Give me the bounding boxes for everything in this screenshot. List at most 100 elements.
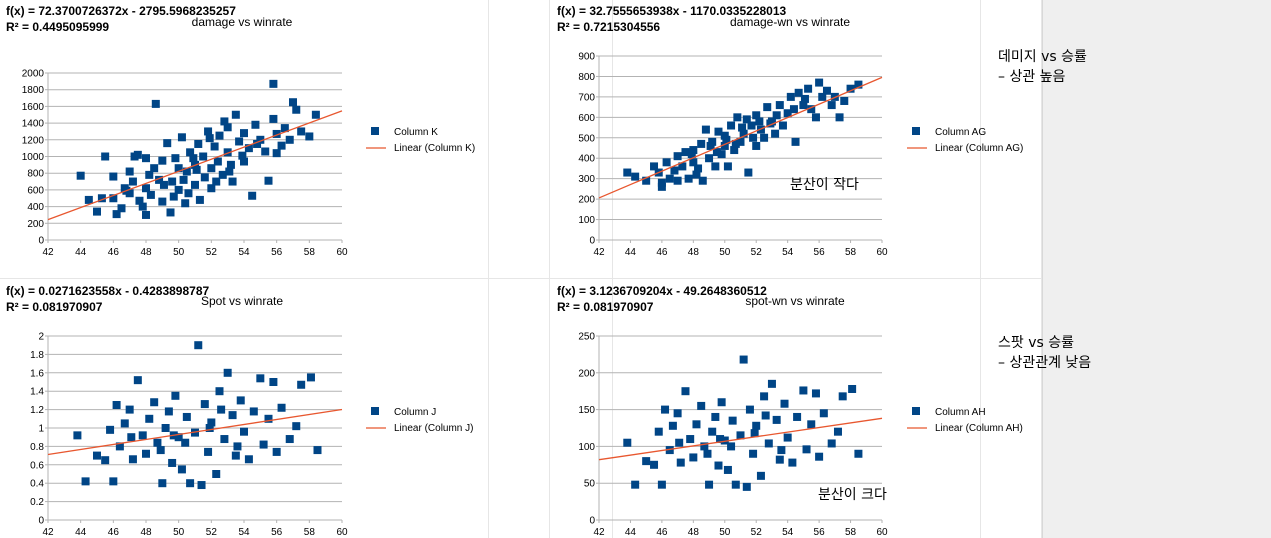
- legend-marker: [371, 407, 379, 415]
- x-tick-label: 50: [173, 247, 185, 258]
- data-point: [681, 148, 690, 157]
- data-point: [158, 479, 167, 488]
- data-point: [650, 460, 659, 469]
- data-point: [668, 421, 677, 430]
- data-point: [692, 170, 701, 179]
- data-point: [177, 465, 186, 474]
- data-point: [815, 78, 824, 87]
- data-point: [794, 88, 803, 97]
- data-point: [775, 455, 784, 464]
- data-point: [145, 414, 154, 423]
- data-point: [194, 139, 203, 148]
- data-point: [687, 150, 696, 159]
- data-point: [838, 392, 847, 401]
- y-tick-label: 0.4: [30, 479, 44, 490]
- data-point: [772, 111, 781, 120]
- chart-4: f(x) = 3.1236709204x - 49.2648360512 R² =…: [557, 284, 1023, 538]
- data-point: [720, 141, 729, 150]
- data-point: [723, 162, 732, 171]
- data-point: [783, 433, 792, 442]
- data-point: [101, 152, 110, 161]
- data-point: [174, 433, 183, 442]
- trend-line: [47, 110, 343, 221]
- data-point: [708, 137, 717, 146]
- legend-trend-label: Linear (Column AH): [935, 423, 1023, 434]
- y-tick-label: 200: [27, 219, 44, 230]
- data-point: [292, 422, 301, 431]
- data-point: [164, 407, 173, 416]
- data-point: [791, 137, 800, 146]
- chart-3: f(x) = 0.0271623558x - 0.4283898787 R² = …: [6, 284, 473, 538]
- data-point: [783, 109, 792, 118]
- data-point: [778, 121, 787, 130]
- data-point: [217, 405, 226, 414]
- x-tick-label: 46: [656, 247, 668, 258]
- r-squared: R² = 0.081970907: [557, 300, 654, 314]
- data-point: [749, 133, 758, 142]
- data-point: [106, 425, 115, 434]
- data-point: [233, 442, 242, 451]
- data-point: [292, 105, 301, 114]
- data-point: [678, 162, 687, 171]
- x-tick-label: 56: [271, 247, 283, 258]
- data-point: [711, 412, 720, 421]
- data-point: [264, 414, 273, 423]
- data-point: [728, 416, 737, 425]
- y-tick-label: 500: [578, 133, 595, 144]
- y-tick-label: 400: [27, 202, 44, 213]
- x-tick-label: 52: [206, 247, 218, 258]
- data-point: [200, 400, 209, 409]
- data-point: [305, 132, 314, 141]
- data-point: [163, 139, 172, 148]
- x-tick-label: 58: [845, 247, 857, 258]
- data-point: [181, 438, 190, 447]
- data-point: [623, 438, 632, 447]
- data-point: [240, 157, 248, 166]
- data-point: [700, 442, 709, 451]
- data-point: [158, 156, 167, 165]
- variance-small-note: 분산이 작다: [790, 177, 859, 193]
- data-point: [642, 176, 651, 185]
- data-point: [168, 177, 177, 186]
- y-tick-label: 50: [584, 479, 596, 490]
- r-squared: R² = 0.7215304556: [557, 20, 660, 34]
- data-point: [662, 158, 671, 167]
- data-point: [138, 202, 147, 211]
- data-point: [789, 105, 798, 114]
- data-point: [142, 210, 150, 219]
- data-point: [306, 373, 315, 382]
- data-point: [207, 164, 216, 173]
- data-point: [739, 355, 748, 364]
- y-tick-label: 0: [589, 236, 595, 247]
- data-point: [146, 190, 155, 199]
- data-point: [689, 146, 698, 155]
- data-point: [673, 152, 682, 161]
- data-point: [854, 80, 863, 89]
- data-point: [194, 341, 203, 350]
- data-point: [777, 446, 786, 455]
- x-tick-label: 48: [140, 527, 152, 538]
- x-tick-label: 52: [751, 247, 763, 258]
- data-point: [127, 433, 136, 442]
- data-point: [684, 174, 693, 183]
- data-point: [212, 177, 221, 186]
- data-point: [220, 435, 229, 444]
- x-tick-label: 46: [108, 527, 120, 538]
- legend-series-label: Column J: [394, 407, 436, 418]
- data-point: [191, 180, 199, 189]
- data-point: [711, 162, 720, 171]
- y-tick-label: 2000: [22, 69, 45, 80]
- data-point: [697, 401, 706, 410]
- data-point: [231, 110, 240, 119]
- data-point: [223, 148, 232, 157]
- data-point: [142, 449, 150, 458]
- data-point: [731, 480, 740, 489]
- chart-title: spot-wn vs winrate: [745, 294, 845, 308]
- data-point: [128, 455, 137, 464]
- data-point: [665, 174, 674, 183]
- data-point: [192, 165, 201, 174]
- data-point: [272, 149, 281, 158]
- data-point: [84, 195, 93, 204]
- data-point: [195, 195, 204, 204]
- data-point: [745, 405, 754, 414]
